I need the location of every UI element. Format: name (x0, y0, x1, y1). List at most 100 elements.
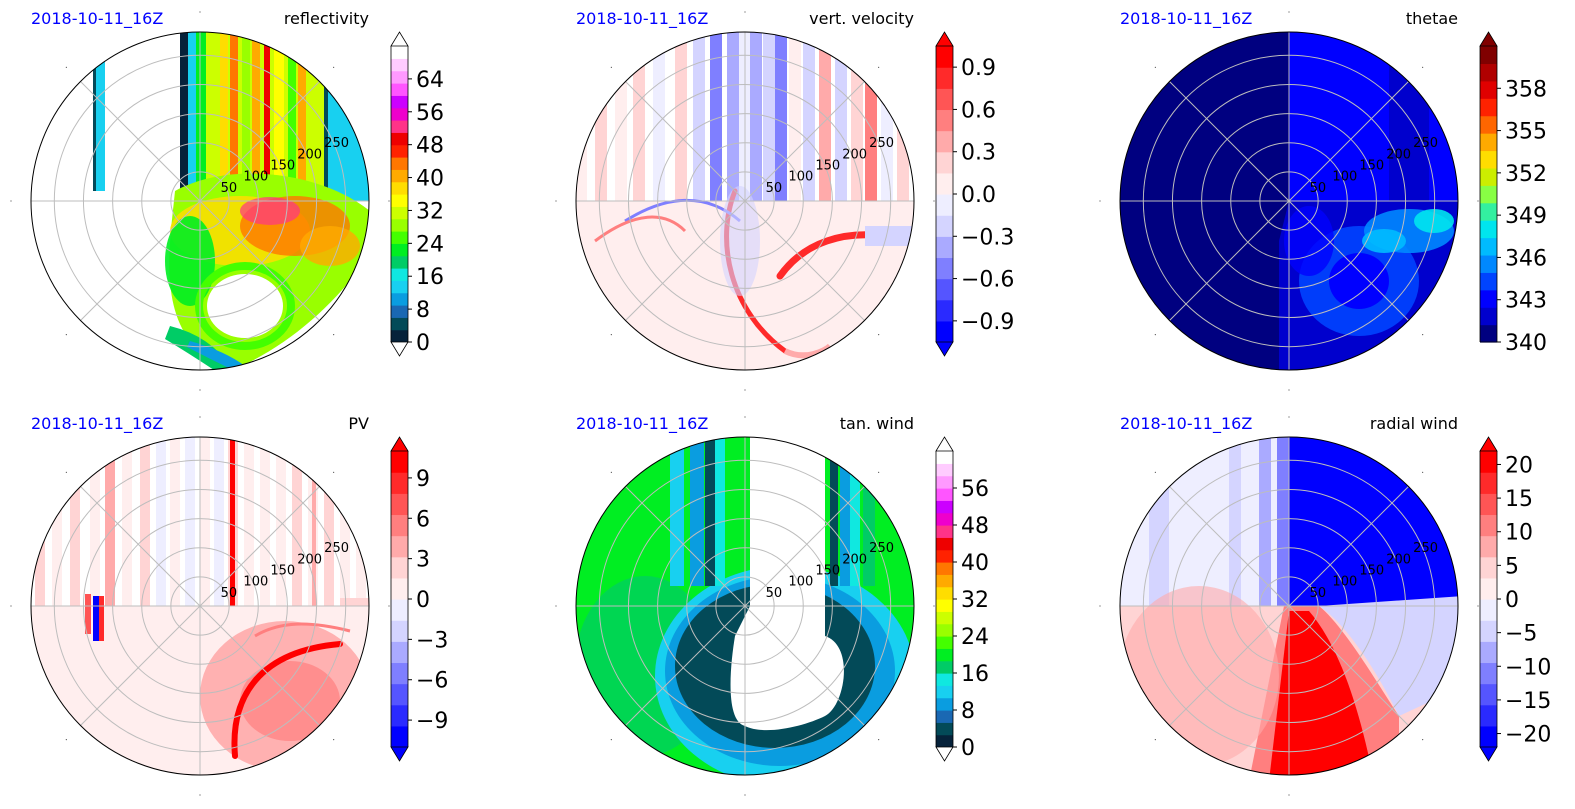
field-region (730, 437, 844, 731)
radial-tick-label: 50 (221, 586, 238, 601)
colorbar-swatch (1480, 620, 1497, 642)
colorbar-swatch (391, 243, 408, 257)
colorbar-swatch (391, 255, 408, 269)
colorbar: 340 343 346 349 352 355 358 (1479, 31, 1547, 356)
colorbar-swatch (391, 641, 408, 664)
field-stripe (180, 32, 188, 211)
colorbar-tick-label: 48 (416, 134, 444, 159)
panel-datetime: 2018-10-11_16Z (576, 9, 708, 29)
polar-frame (575, 31, 915, 371)
angle-tick (1154, 66, 1156, 68)
field-stripe (1277, 437, 1289, 606)
colorbar-swatch (391, 493, 408, 516)
colorbar-swatch (1480, 662, 1497, 685)
colorbar-tick-label: 0.9 (961, 56, 996, 81)
field-stripe (170, 437, 180, 606)
grid-spoke (199, 486, 320, 607)
radial-tick-label: 100 (243, 170, 268, 185)
field-band (231, 641, 343, 759)
angle-tick (65, 471, 67, 473)
colorbar-tick-label: 0 (416, 331, 430, 356)
colorbar-swatch (936, 194, 953, 216)
colorbar-tick-label: 15 (1505, 487, 1533, 512)
radial-tick-label: 150 (1359, 159, 1384, 174)
radial-tick-label: 150 (270, 159, 295, 174)
colorbar: 0 8 16 24 32 40 48 56 (935, 436, 989, 762)
angle-tick (65, 66, 67, 68)
colorbar-swatch (1480, 289, 1497, 308)
radial-tick-label: 150 (815, 564, 840, 579)
colorbar-extend-max (1479, 31, 1498, 47)
field-stripe (99, 596, 104, 641)
field-stripe (1229, 437, 1241, 606)
field-region (1269, 611, 1374, 775)
colorbar-swatch (391, 107, 408, 121)
field-stripe (185, 437, 195, 606)
grid-spoke (625, 486, 746, 607)
colorbar-swatch (1480, 535, 1497, 558)
colorbar-swatch (391, 181, 408, 195)
colorbar-swatch (936, 109, 953, 132)
polar-grid (1120, 437, 1458, 775)
angle-tick (333, 739, 335, 741)
field-stripe (850, 437, 860, 586)
field-stripe (310, 32, 320, 211)
colorbar-extend-min (935, 341, 954, 357)
field-stripe (340, 437, 350, 606)
angle-tick (1288, 389, 1290, 391)
field-blob (240, 661, 340, 741)
colorbar-swatch (391, 280, 408, 294)
colorbar: −9 −6 −3 0 3 6 9 (390, 436, 448, 762)
colorbar: −20 −15 −10 −5 0 5 10 15 20 (1479, 436, 1551, 762)
colorbar-tick-label: 0.3 (961, 141, 996, 166)
colorbar-swatch (391, 132, 408, 146)
panel-datetime: 2018-10-11_16Z (31, 414, 163, 434)
colorbar-swatch (936, 660, 953, 674)
colorbar-extend-min (390, 341, 409, 357)
field-stripe (140, 437, 150, 606)
radial-tick-label: 250 (324, 136, 349, 151)
angle-tick (1154, 739, 1156, 741)
colorbar-swatch (391, 218, 408, 232)
radial-tick-label: 250 (1413, 541, 1438, 556)
colorbar-swatch (391, 231, 408, 244)
angle-tick (1422, 66, 1424, 68)
colorbar-swatch (391, 514, 408, 537)
radial-tick-label: 150 (270, 564, 295, 579)
colorbar-extend-min (390, 746, 409, 762)
field-stripe (653, 32, 665, 201)
field-stripe (188, 32, 196, 211)
colorbar-extend-min (935, 746, 954, 762)
colorbar-swatch (1480, 704, 1497, 727)
colorbar-swatch (1480, 599, 1497, 621)
radial-tick-label: 50 (766, 181, 783, 196)
colorbar-swatch (391, 725, 408, 748)
grid-spoke (1288, 200, 1409, 321)
field-stripe (789, 32, 801, 201)
angle-tick (388, 605, 390, 607)
colorbar: −0.9 −0.6 −0.3 0.0 0.3 0.6 0.9 (935, 31, 1014, 357)
colorbar-swatch (936, 562, 953, 575)
polar-frame (30, 31, 370, 371)
colorbar-swatch (1480, 46, 1497, 65)
field-stripe (85, 594, 91, 634)
angle-tick (744, 794, 746, 796)
colorbar-swatch (936, 697, 953, 711)
colorbar-swatch (391, 329, 408, 343)
panel-datetime: 2018-10-11_16Z (1120, 9, 1252, 29)
colorbar-swatch (391, 305, 408, 318)
colorbar-tick-label: −0.9 (961, 310, 1014, 335)
colorbar-swatch (391, 599, 408, 621)
angle-tick (555, 200, 557, 202)
radial-tick-label: 50 (221, 181, 238, 196)
field-stripe (242, 32, 250, 211)
field-stripe (156, 437, 166, 606)
radial-tick-label: 250 (324, 541, 349, 556)
field-stripe (276, 437, 286, 606)
colorbar-swatch (936, 673, 953, 686)
polar-grid (31, 32, 369, 370)
colorbar-tick-label: −10 (1505, 655, 1551, 680)
colorbar-tick-label: 32 (416, 199, 444, 224)
